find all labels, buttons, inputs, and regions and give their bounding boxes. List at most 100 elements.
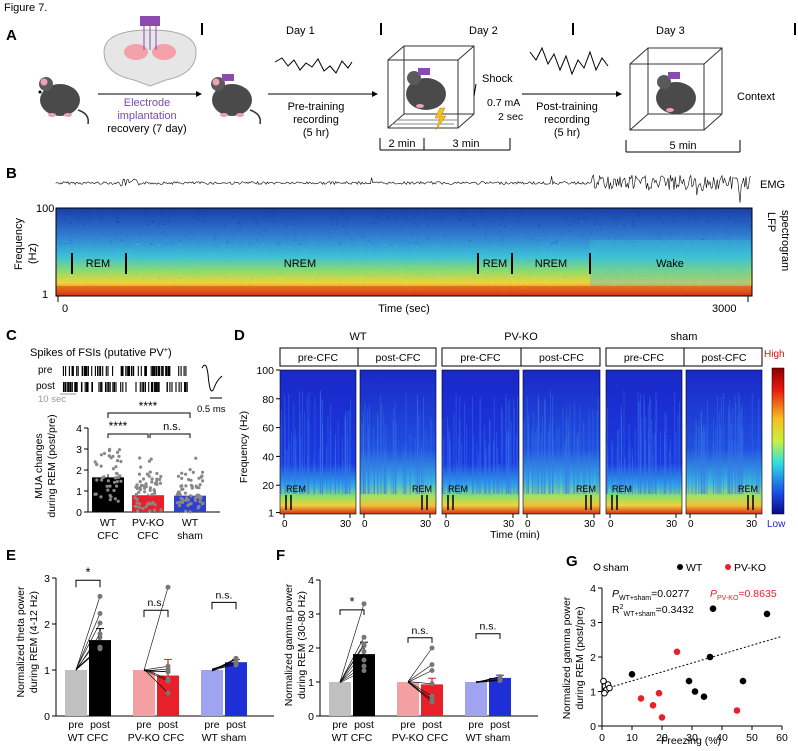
spectrogram-pixel xyxy=(647,264,650,266)
spectrogram-pixel xyxy=(367,239,370,242)
g-point-wt xyxy=(706,653,714,661)
spikes-title: Spikes of FSIs (putative PV+) xyxy=(30,347,172,359)
spectrogram-pixel xyxy=(575,262,578,264)
spectrogram-pixel xyxy=(304,269,307,271)
spectrogram-pixel xyxy=(423,271,426,273)
panelE-pair-line xyxy=(75,622,101,670)
spectrogram-pixel xyxy=(469,239,472,241)
spectrogram-pixel xyxy=(612,254,615,257)
g-ytick-label: 0 xyxy=(590,721,596,733)
spectrogram-pixel xyxy=(416,241,418,244)
spectrogram-pixel xyxy=(344,231,347,234)
c-data-point xyxy=(148,486,152,490)
spectrogram-pixel xyxy=(732,262,734,264)
spectrogram-pixel xyxy=(148,231,151,234)
spectrogram-pixel xyxy=(442,272,445,274)
c-group-label2: CFC xyxy=(137,530,159,542)
spectrogram-pixel xyxy=(436,217,439,219)
spectrogram-pixel xyxy=(436,215,439,217)
panelE-sig: n.s. xyxy=(148,597,165,609)
spectrogram-pixel xyxy=(721,275,724,278)
spectrogram-pixel xyxy=(394,228,397,231)
spectrogram-pixel xyxy=(78,266,81,269)
panelF-data-point xyxy=(429,645,435,651)
spectrogram-pixel xyxy=(573,266,576,269)
spectrogram-pixel xyxy=(723,244,726,246)
spectrogram-pixel xyxy=(501,216,504,219)
spectrogram-pixel xyxy=(163,223,165,226)
c-data-point xyxy=(177,503,182,508)
e-ylabel2: during REM (4-12 Hz) xyxy=(28,591,40,693)
g-point-pv-ko xyxy=(673,648,681,656)
panelF-data-point xyxy=(361,649,367,654)
spectrogram-pixel xyxy=(158,222,161,225)
spectrogram-pixel xyxy=(412,221,415,224)
d-pre-cfc-label: pre-CFC xyxy=(624,352,665,364)
c-data-point xyxy=(193,496,197,500)
c-data-point xyxy=(198,483,202,487)
spectrogram-pixel xyxy=(471,256,474,259)
d-pre-cfc-label: pre-CFC xyxy=(298,352,339,364)
c-data-point xyxy=(159,508,163,512)
spectrogram-pixel xyxy=(498,224,501,226)
c-data-point xyxy=(108,484,112,488)
spectrogram-pixel xyxy=(717,218,719,220)
c-data-point xyxy=(189,494,193,498)
c-data-point xyxy=(138,502,142,506)
spectrogram-pixel xyxy=(395,231,398,233)
d-spec-frame xyxy=(441,369,520,515)
spectrogram-pixel xyxy=(607,237,610,239)
spectrogram-pixel xyxy=(276,241,279,244)
spectrogram-pixel xyxy=(190,283,193,285)
spectrogram-pixel xyxy=(319,265,322,267)
spectrogram-pixel xyxy=(628,212,631,214)
spectrogram-pixel xyxy=(718,273,721,276)
panelF-pair-line xyxy=(407,681,433,700)
d-xtick-label: 0 xyxy=(444,519,450,530)
spectrogram-pixel xyxy=(738,220,741,223)
spectrogram-pixel xyxy=(493,247,496,249)
spectrogram-pixel xyxy=(696,249,699,251)
d-ylabel: Frequency (Hz) xyxy=(238,411,250,483)
c-data-point xyxy=(111,467,115,471)
spectrogram-pixel xyxy=(657,236,660,239)
c-data-point xyxy=(106,479,110,483)
spectrogram-pixel xyxy=(371,242,374,245)
spectrogram-pixel xyxy=(605,247,608,249)
spectrogram-pixel xyxy=(346,232,349,235)
spectrogram-pixel xyxy=(534,282,536,284)
panelE-pre-label: pre xyxy=(136,719,151,731)
c-data-point xyxy=(155,477,159,481)
spectrogram-pixel xyxy=(154,258,156,260)
c-data-point xyxy=(109,495,113,499)
spectrogram-pixel xyxy=(566,266,569,268)
spectrogram-pixel xyxy=(105,272,108,274)
stage-markers xyxy=(71,253,591,274)
spectrogram-pixel xyxy=(182,283,185,286)
d-xtick-label: 30 xyxy=(666,519,678,530)
panelF-group-label: PV-KO CFC xyxy=(392,732,449,744)
spectrogram-pixel xyxy=(637,228,640,230)
spectrogram-pixel xyxy=(594,219,597,222)
spectrogram-pixel xyxy=(385,216,388,218)
spectrogram-pixel xyxy=(426,213,428,216)
spectrogram-pixel xyxy=(299,265,302,267)
spectrogram-pixel xyxy=(218,256,221,259)
g-xtick-label: 60 xyxy=(776,732,788,744)
spectrogram-pixel xyxy=(713,209,716,212)
spectrogram-pixel xyxy=(473,277,476,280)
c-data-point xyxy=(135,505,139,509)
spectrogram-pixel xyxy=(572,231,575,234)
spectrogram-pixel xyxy=(256,239,258,241)
spectrogram-pixel xyxy=(509,229,512,231)
shocked-mouse-icon xyxy=(406,68,446,110)
spectrogram-pixel xyxy=(533,236,536,238)
spectrogram-pixel xyxy=(358,246,361,248)
g-point-sham xyxy=(601,689,608,697)
spectrogram-pixel xyxy=(316,228,319,230)
spectrogram-pixel xyxy=(714,226,717,228)
spectrogram-pixel xyxy=(358,254,361,256)
spectrogram-pixel xyxy=(688,208,691,210)
panelF-data-point xyxy=(361,663,367,669)
spectrogram-pixel xyxy=(504,210,507,212)
